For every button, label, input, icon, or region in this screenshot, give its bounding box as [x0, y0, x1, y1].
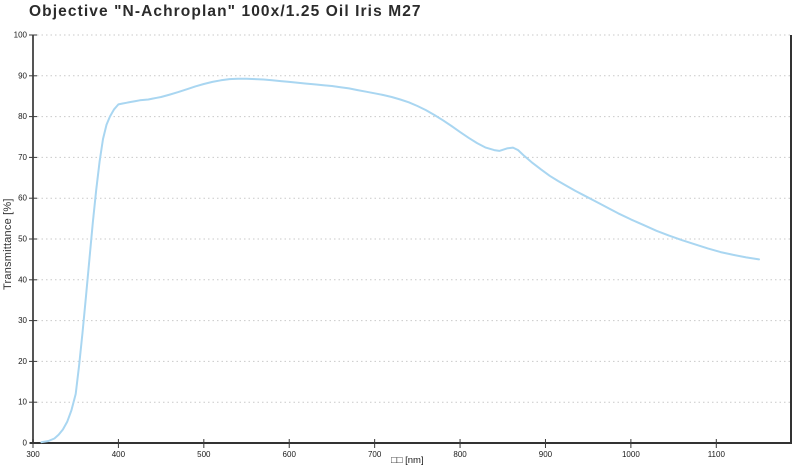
- x-tick-label: 300: [26, 450, 40, 459]
- y-tick-label: 70: [18, 153, 27, 162]
- y-tick-label: 100: [14, 31, 28, 40]
- x-tick-label: 1100: [708, 450, 726, 459]
- y-tick-label: 20: [18, 357, 27, 366]
- x-tick-label: 1000: [622, 450, 640, 459]
- y-tick-label: 0: [23, 439, 28, 448]
- x-tick-label: 600: [283, 450, 297, 459]
- x-tick-label: 400: [112, 450, 126, 459]
- y-tick-label: 90: [18, 71, 27, 80]
- y-tick-label: 60: [18, 194, 27, 203]
- x-tick-label: 700: [368, 450, 382, 459]
- y-tick-label: 30: [18, 316, 27, 325]
- x-tick-label: 500: [197, 450, 211, 459]
- y-tick-label: 40: [18, 275, 27, 284]
- y-tick-label: 80: [18, 112, 27, 121]
- transmittance-curve: [40, 77, 760, 444]
- x-tick-label: 800: [453, 450, 467, 459]
- chart-title: Objective "N-Achroplan" 100x/1.25 Oil Ir…: [29, 3, 422, 20]
- x-tick-label: 900: [539, 450, 553, 459]
- y-tick-label: 10: [18, 398, 27, 407]
- x-axis-label: □□ [nm]: [391, 455, 424, 466]
- y-tick-label: 50: [18, 235, 27, 244]
